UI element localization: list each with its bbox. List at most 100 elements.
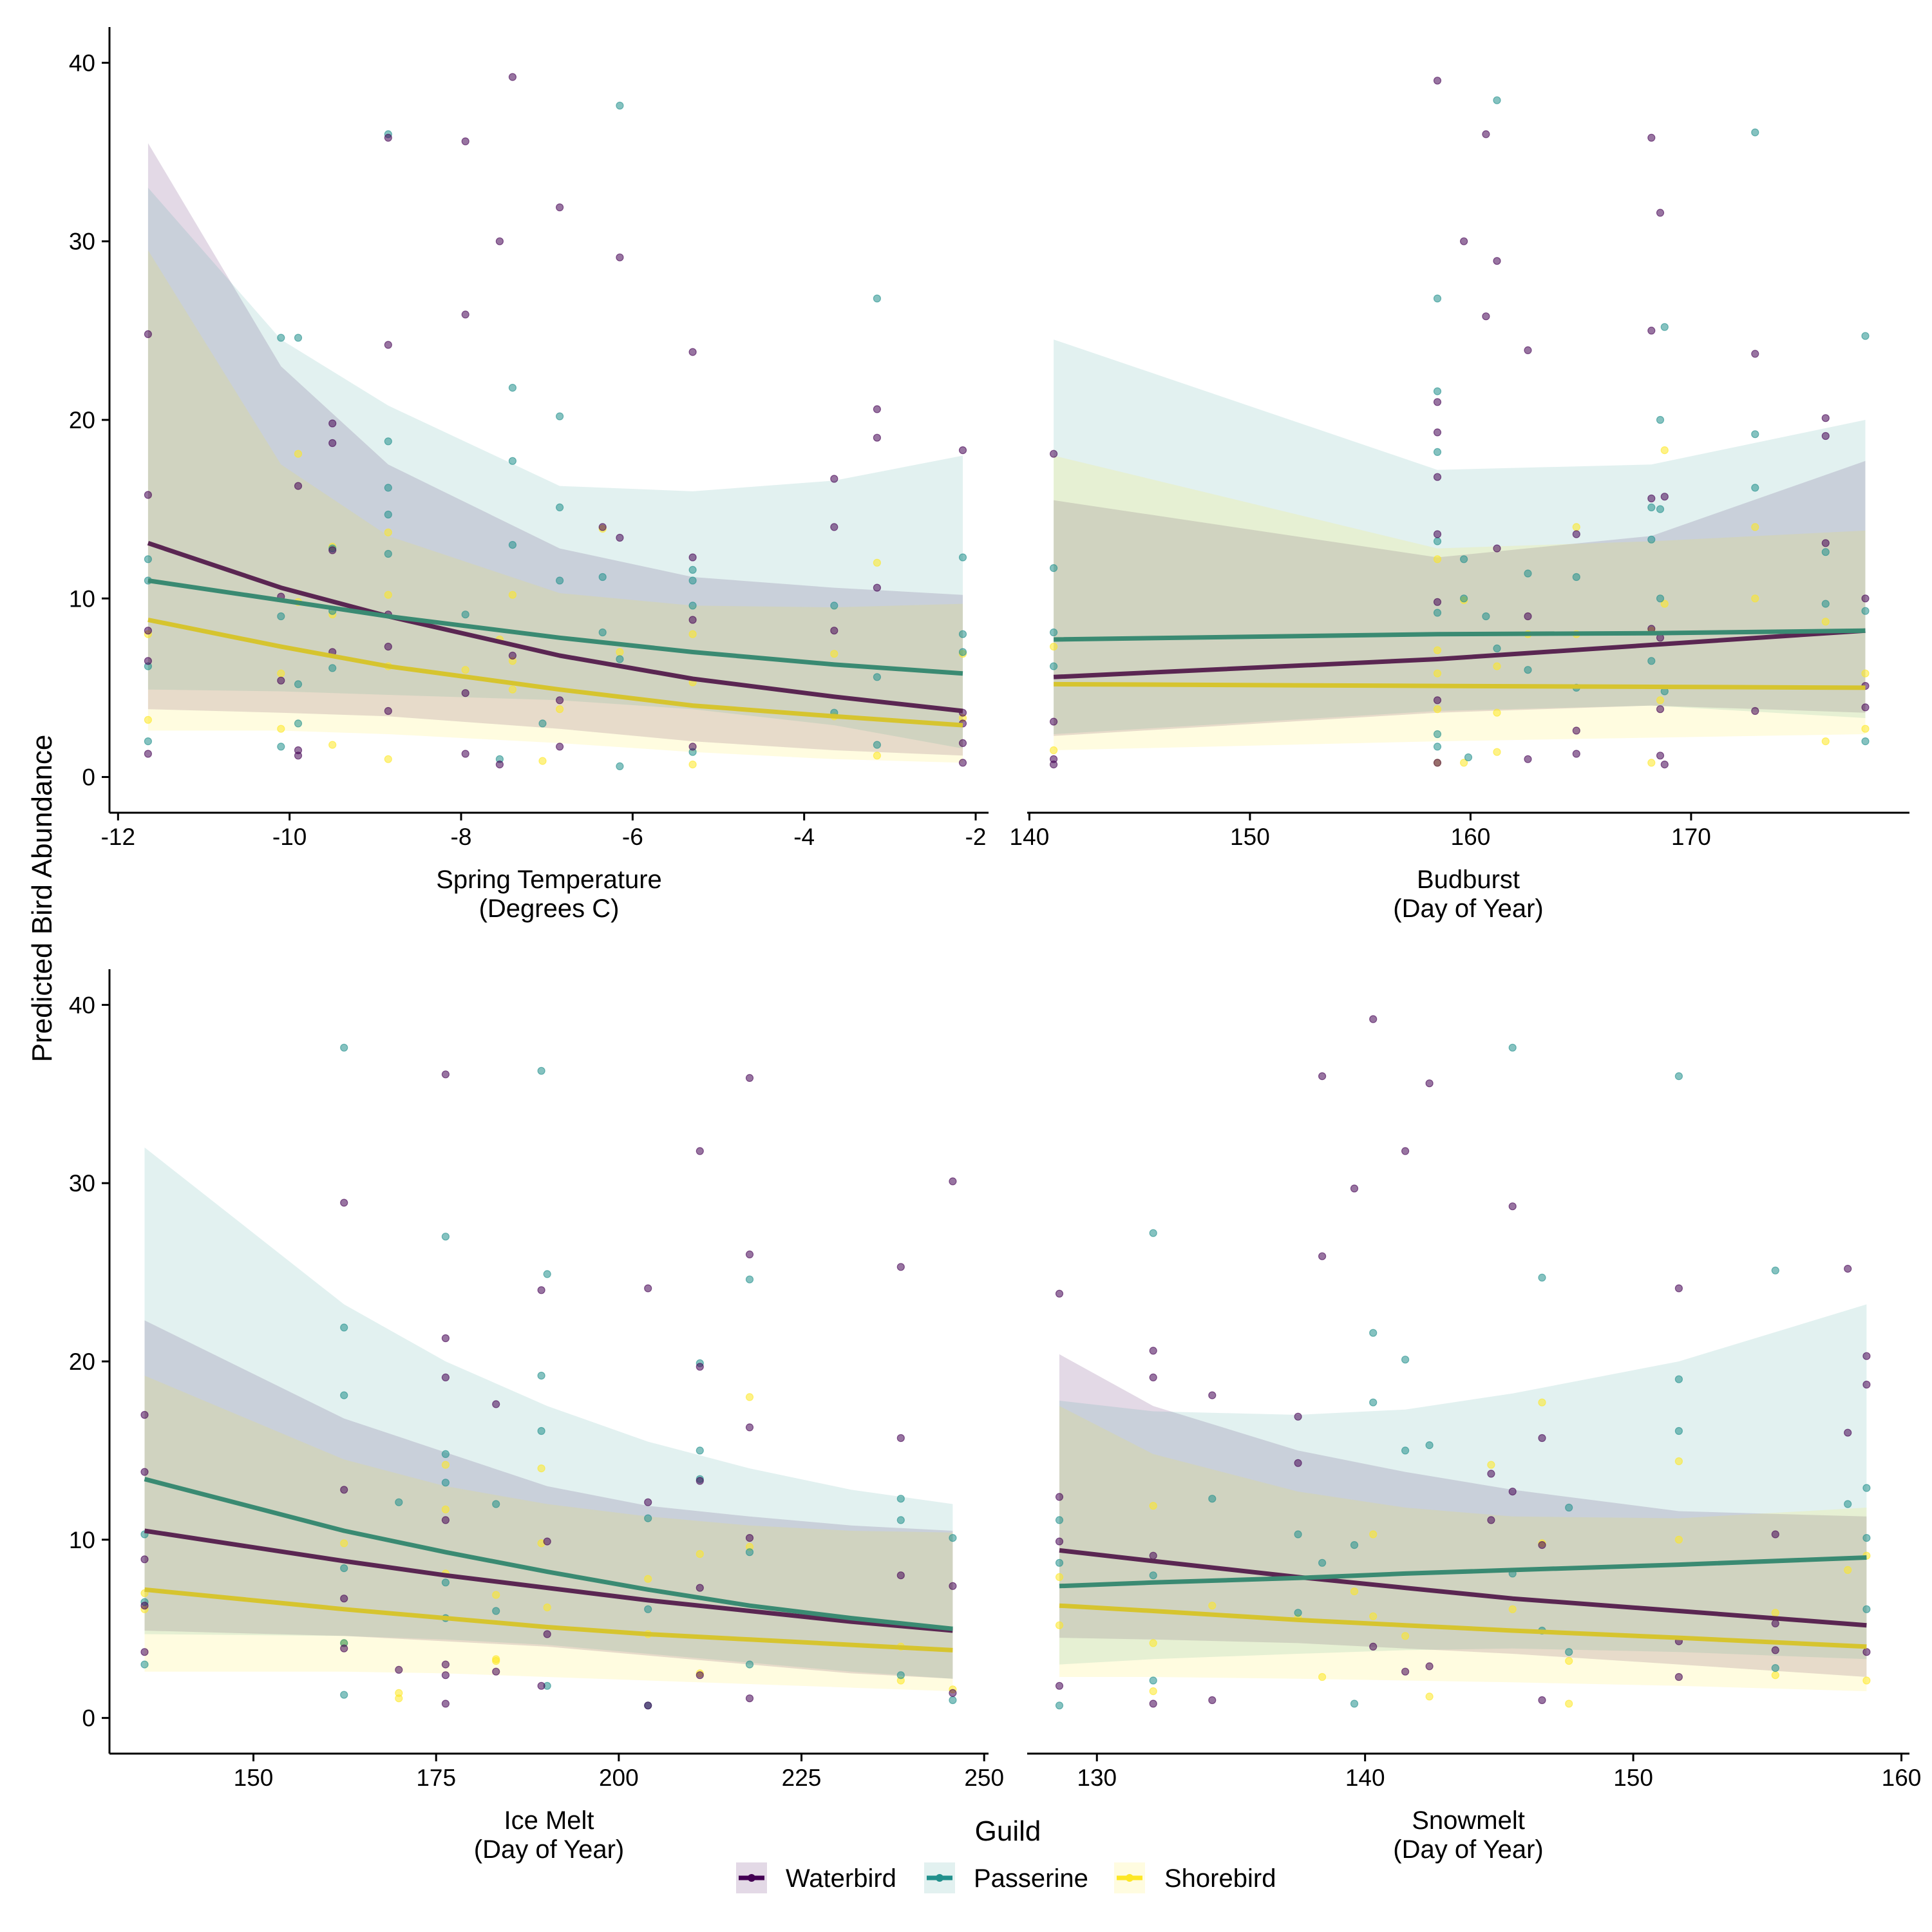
point-waterbird	[1844, 1264, 1852, 1273]
point-passerine	[896, 1671, 905, 1680]
point-waterbird	[1055, 1537, 1064, 1546]
x-tick-label: 250	[964, 1765, 1004, 1791]
point-shorebird	[277, 669, 285, 677]
point-passerine	[1660, 323, 1669, 331]
point-passerine	[537, 1066, 545, 1075]
point-passerine	[1493, 96, 1501, 104]
y-tick-label: 0	[82, 764, 95, 791]
point-waterbird	[745, 1250, 754, 1259]
point-passerine	[294, 719, 303, 728]
point-passerine	[1433, 537, 1442, 545]
point-waterbird	[688, 743, 697, 751]
point-shorebird	[688, 630, 697, 638]
point-waterbird	[277, 676, 285, 685]
point-waterbird	[1656, 705, 1665, 714]
point-passerine	[873, 673, 882, 681]
point-waterbird	[492, 1667, 500, 1676]
point-passerine	[1538, 1273, 1546, 1282]
point-passerine	[873, 294, 882, 303]
x-tick-label: -8	[451, 824, 472, 850]
point-waterbird	[949, 1177, 957, 1186]
y-tick-label: 20	[69, 407, 95, 433]
point-waterbird	[1821, 539, 1830, 547]
ci-ribbon-waterbird	[1059, 1354, 1867, 1677]
x-tick-label: 140	[1010, 824, 1050, 850]
point-waterbird	[1751, 706, 1759, 715]
fit-line-shorebird	[1054, 681, 1866, 690]
point-waterbird	[688, 616, 697, 624]
point-waterbird	[1524, 755, 1532, 763]
point-waterbird	[1149, 1373, 1157, 1381]
point-waterbird	[144, 657, 152, 665]
point-waterbird	[1524, 612, 1532, 621]
point-passerine	[1751, 430, 1759, 439]
x-axis-subtitle: (Degrees C)	[479, 895, 620, 923]
point-waterbird	[1401, 1667, 1410, 1676]
point-waterbird	[328, 439, 337, 448]
point-waterbird	[508, 651, 517, 660]
point-passerine	[461, 611, 469, 619]
y-tick-label: 0	[82, 1705, 95, 1732]
point-passerine	[1401, 1356, 1410, 1364]
point-shorebird	[441, 1461, 450, 1469]
point-waterbird	[1572, 726, 1580, 735]
point-waterbird	[144, 330, 152, 339]
point-passerine	[1674, 1426, 1683, 1435]
point-shorebird	[1433, 646, 1442, 654]
point-passerine	[1508, 1043, 1517, 1052]
point-passerine	[616, 762, 624, 771]
point-shorebird	[508, 591, 517, 599]
point-shorebird	[1771, 1671, 1779, 1680]
point-passerine	[1656, 505, 1665, 513]
point-waterbird	[294, 746, 303, 755]
point-passerine	[1460, 594, 1468, 603]
point-waterbird	[555, 203, 564, 212]
point-shorebird	[1318, 1672, 1327, 1681]
point-waterbird	[441, 1334, 450, 1343]
point-passerine	[1149, 1229, 1157, 1237]
x-tick-label: -12	[101, 824, 135, 850]
point-passerine	[441, 1578, 450, 1587]
point-passerine	[441, 1233, 450, 1241]
point-waterbird	[745, 1423, 754, 1432]
point-waterbird	[495, 760, 504, 769]
point-shorebird	[1751, 523, 1759, 531]
point-waterbird	[830, 627, 838, 635]
point-shorebird	[1647, 759, 1656, 767]
point-waterbird	[949, 1689, 957, 1697]
point-shorebird	[144, 715, 152, 724]
point-waterbird	[1401, 1147, 1410, 1155]
point-passerine	[1433, 730, 1442, 739]
point-shorebird	[1055, 1573, 1064, 1581]
point-waterbird	[1369, 1015, 1378, 1023]
point-passerine	[1149, 1676, 1157, 1685]
y-tick-label: 40	[69, 992, 95, 1018]
point-waterbird	[745, 1694, 754, 1703]
point-waterbird	[688, 348, 697, 356]
point-shorebird	[1493, 748, 1501, 756]
point-waterbird	[1861, 594, 1870, 603]
point-waterbird	[958, 739, 967, 748]
point-waterbird	[1647, 327, 1656, 335]
point-waterbird	[830, 523, 838, 531]
x-tick-label: -10	[272, 824, 307, 850]
y-tick-label: 10	[69, 585, 95, 612]
point-passerine	[555, 412, 564, 421]
point-waterbird	[140, 1468, 149, 1476]
panel-ice-melt: 150 175 200 225 250 Ice Melt(Day of Year) 0 10 2…	[69, 969, 1004, 1864]
point-waterbird	[1647, 494, 1656, 503]
point-passerine	[1208, 1495, 1217, 1503]
point-shorebird	[1055, 1621, 1064, 1629]
point-passerine	[508, 383, 517, 392]
point-passerine	[1055, 1701, 1064, 1710]
point-passerine	[1149, 1571, 1157, 1580]
point-shorebird	[384, 591, 392, 599]
point-passerine	[688, 601, 697, 610]
point-shorebird	[1433, 555, 1442, 564]
point-passerine	[598, 628, 607, 637]
x-tick-label: -2	[965, 824, 987, 850]
point-shorebird	[688, 760, 697, 769]
point-passerine	[1862, 1484, 1871, 1492]
point-passerine	[441, 1479, 450, 1487]
point-waterbird	[1660, 760, 1669, 769]
